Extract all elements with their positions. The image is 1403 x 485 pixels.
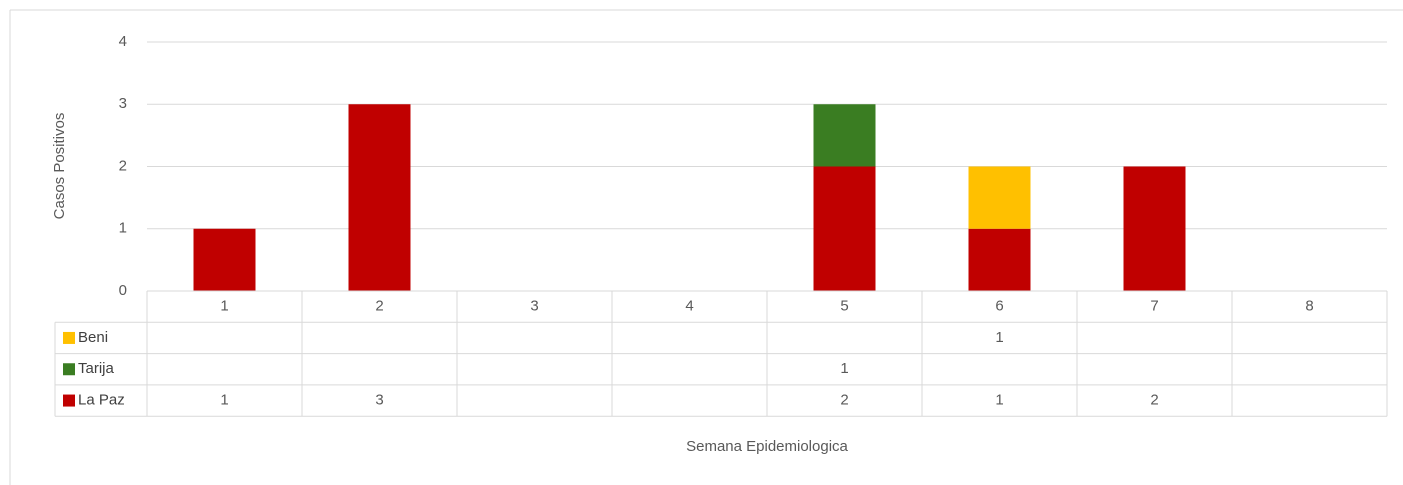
x-tick-label: 8 <box>1305 298 1313 315</box>
table-value: 1 <box>995 392 1003 409</box>
bar <box>1123 166 1186 291</box>
table-value: 3 <box>375 392 383 409</box>
table-value: 1 <box>220 392 228 409</box>
x-tick-label: 4 <box>685 298 693 315</box>
legend-swatch <box>63 394 75 407</box>
table-value: 2 <box>840 392 848 409</box>
bar <box>813 166 876 291</box>
y-axis-title: Casos Positivos <box>51 113 68 220</box>
x-tick-label: 2 <box>375 298 383 315</box>
bar <box>193 228 256 291</box>
x-tick-label: 7 <box>1150 298 1158 315</box>
bar <box>813 104 876 167</box>
y-tick-label: 0 <box>119 282 127 299</box>
legend-label: Tarija <box>78 360 115 377</box>
table-value: 1 <box>995 329 1003 346</box>
legend-label: Beni <box>78 329 108 346</box>
x-tick-label: 3 <box>530 298 538 315</box>
bar <box>348 104 411 291</box>
y-tick-label: 4 <box>119 33 127 50</box>
y-tick-label: 3 <box>119 95 127 112</box>
legend-label: La Paz <box>78 392 125 409</box>
bar <box>968 166 1031 229</box>
x-tick-label: 1 <box>220 298 228 315</box>
table-value: 1 <box>840 360 848 377</box>
x-tick-label: 6 <box>995 298 1003 315</box>
x-tick-label: 5 <box>840 298 848 315</box>
y-tick-label: 2 <box>119 157 127 174</box>
x-axis-title: Semana Epidemiologica <box>686 438 848 455</box>
legend-swatch <box>63 331 75 344</box>
table-value: 2 <box>1150 392 1158 409</box>
bar <box>968 228 1031 291</box>
legend-swatch <box>63 363 75 376</box>
y-tick-label: 1 <box>119 220 127 237</box>
